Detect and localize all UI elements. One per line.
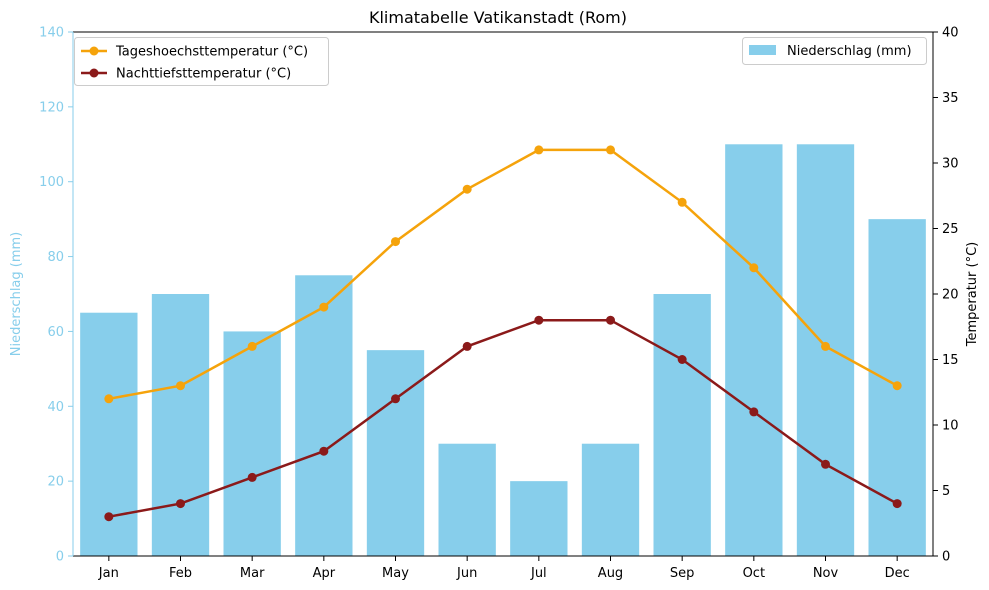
temp-high-point-apr [319,302,329,312]
x-tick-label-nov: Nov [813,566,839,581]
temp-high-point-jan [104,394,114,404]
temp-low-point-aug [606,315,615,325]
x-tick-label-feb: Feb [169,566,192,581]
right-tick-label: 10 [942,419,959,434]
legend-temperature-box [74,37,329,86]
lines-layer [104,145,902,522]
temp-high-point-jun [462,184,472,194]
temp-low-point-oct [749,407,759,417]
x-tick-label-apr: Apr [313,566,336,581]
chart-title: Klimatabelle Vatikanstadt (Rom) [369,8,627,27]
precip-bar-aug [581,443,640,556]
legend-high-swatch-marker [89,46,99,56]
x-tick-label-oct: Oct [743,566,765,581]
temp-high-point-sep [677,197,687,207]
x-tick-label-mar: Mar [240,566,265,581]
temp-low-point-feb [176,499,185,509]
temp-low-point-dec [892,499,902,509]
precip-bar-oct [725,144,783,557]
legend-precip-box [742,37,927,65]
temp-high-point-mar [247,341,257,351]
x-axis: Jan Feb Mar Apr May Jun Jul Aug Sep Oct Nov Dec [98,556,910,581]
legend-low-label: Nachttiefsttemperatur (°C) [116,67,291,82]
legend-temperature: Tageshoechsttemperatur (°C) Nachttiefstte… [74,37,329,86]
temp-low-point-mar [247,472,257,482]
temp-low-point-apr [319,446,329,456]
left-tick-label: 80 [47,250,64,265]
right-axis: 0 5 10 15 20 25 30 35 40 [933,26,959,565]
precip-bar-may [366,350,425,556]
precip-bar-apr [295,275,353,556]
temp-low-point-nov [821,459,830,469]
temp-low-point-jan [104,512,114,522]
left-tick-label: 120 [39,100,64,115]
temp-high-point-may [391,237,400,247]
right-tick-label: 0 [942,550,950,565]
legend-high-label: Tageshoechsttemperatur (°C) [115,45,308,60]
precip-bar-jun [438,443,496,556]
right-tick-label: 35 [942,91,959,106]
x-tick-label-sep: Sep [670,566,695,581]
left-tick-label: 40 [47,400,64,415]
temp-high-point-jul [534,145,544,155]
legend-precip-swatch [749,45,776,55]
temp-high-point-oct [749,263,759,273]
left-tick-label: 140 [39,26,64,41]
left-tick-label: 60 [47,325,64,340]
right-tick-label: 5 [942,484,950,499]
legend-low-swatch-marker [89,68,99,78]
left-axis: 0 20 40 60 80 100 120 140 [39,26,74,565]
temp-high-point-feb [176,381,185,391]
temp-high-point-aug [606,145,615,155]
right-tick-label: 40 [942,26,959,41]
left-tick-label: 20 [47,475,64,490]
left-tick-label: 100 [39,175,64,190]
x-tick-label-aug: Aug [598,566,623,581]
temp-high-point-dec [892,381,902,391]
x-tick-label-may: May [382,566,409,581]
temp-high-point-nov [821,341,830,351]
x-tick-label-jan: Jan [98,566,119,581]
temp-low-point-may [391,394,400,404]
legend-precipitation: Niederschlag (mm) [742,37,927,65]
left-axis-label: Niederschlag (mm) [9,232,24,357]
bars-layer [80,144,926,557]
temp-low-point-sep [677,355,687,364]
temp-low-line [108,318,898,518]
precip-bar-sep [653,294,711,556]
right-axis-label: Temperatur (°C) [965,242,980,348]
legend-precip-label: Niederschlag (mm) [787,44,912,59]
precip-bar-feb [151,294,210,556]
left-tick-label: 0 [56,550,64,565]
precip-bar-jul [510,481,568,556]
precip-bar-mar [223,331,281,556]
right-tick-label: 30 [942,157,959,172]
temp-high-line [108,148,898,401]
x-tick-label-dec: Dec [885,566,910,581]
right-tick-label: 25 [942,222,959,237]
temp-low-point-jul [534,315,544,325]
x-tick-label-jun: Jun [456,566,477,581]
x-tick-label-jul: Jul [530,566,547,581]
temp-low-point-jun [462,341,472,351]
right-tick-label: 15 [942,353,959,368]
right-tick-label: 20 [942,288,959,303]
